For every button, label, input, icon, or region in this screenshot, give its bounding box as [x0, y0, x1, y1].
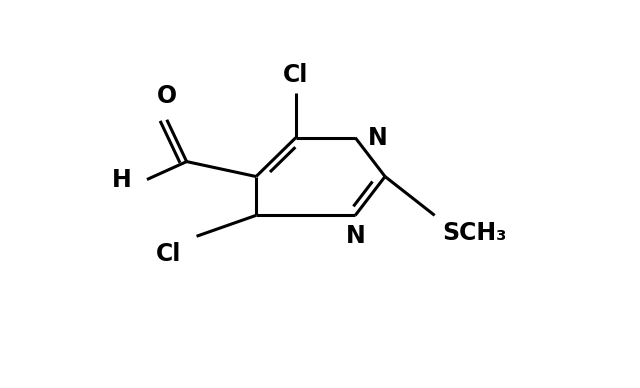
Text: N: N	[346, 224, 365, 248]
Text: O: O	[157, 84, 177, 108]
Text: N: N	[367, 126, 387, 150]
Text: H: H	[113, 168, 132, 192]
Text: Cl: Cl	[156, 242, 182, 266]
Text: SCH₃: SCH₃	[442, 221, 506, 245]
Text: Cl: Cl	[283, 63, 308, 87]
